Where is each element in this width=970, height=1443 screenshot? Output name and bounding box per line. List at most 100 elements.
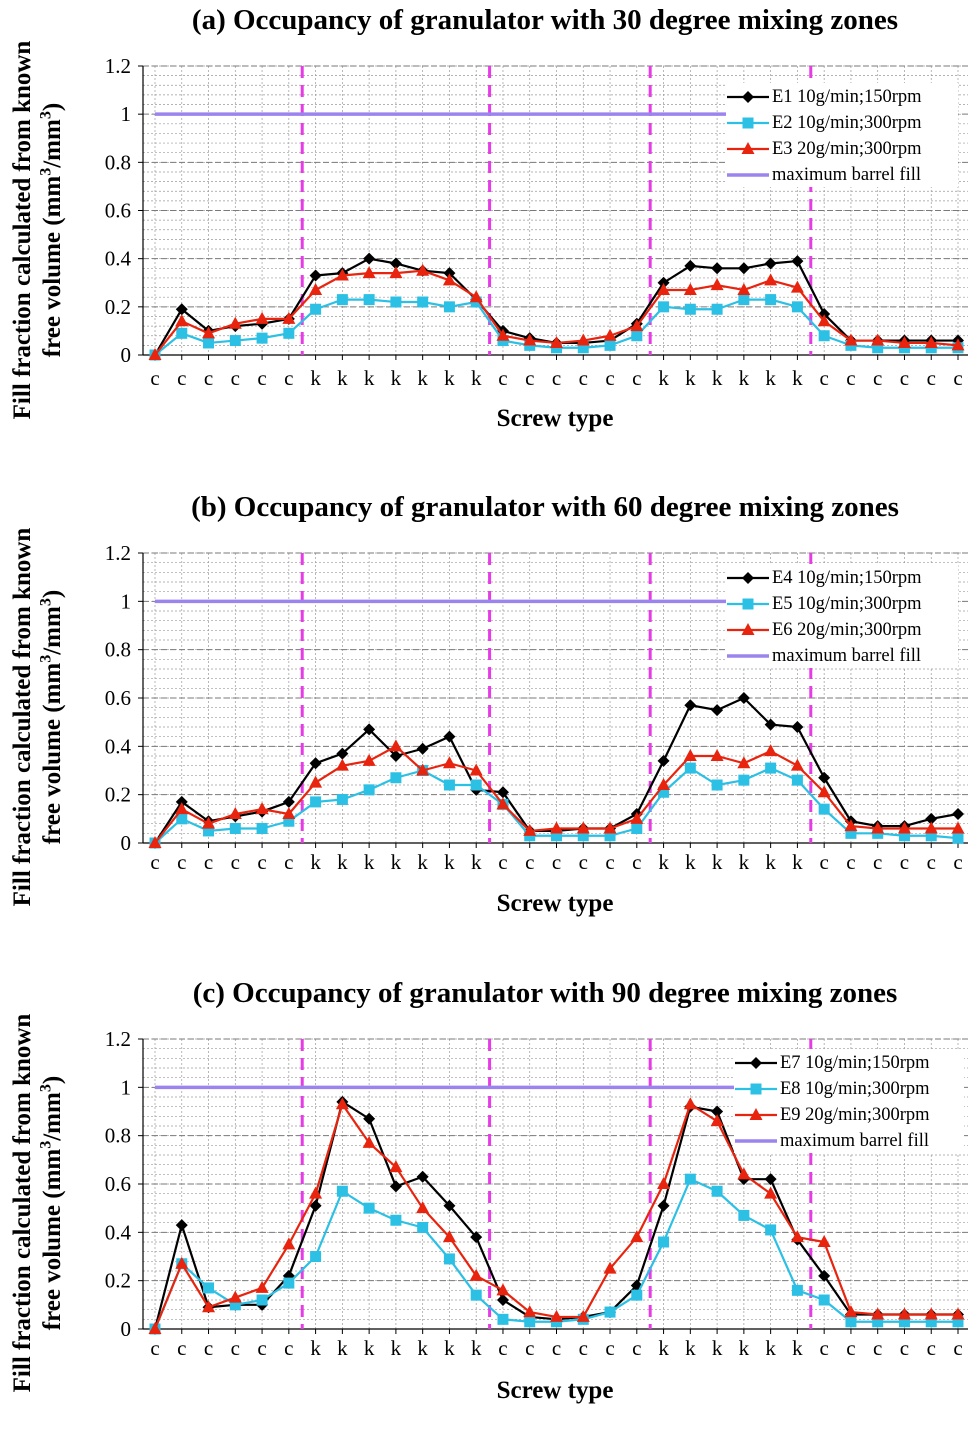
data-point — [496, 328, 510, 341]
data-point — [283, 327, 295, 339]
data-point — [657, 754, 670, 767]
data-point — [336, 294, 348, 306]
x-tick-label: k — [417, 1336, 428, 1360]
data-point — [711, 303, 723, 315]
x-tick-label: c — [498, 850, 507, 874]
legend-label: E5 10g/min;300rpm — [772, 593, 922, 614]
data-point — [790, 280, 804, 293]
x-tick-label: c — [284, 850, 293, 874]
data-point — [255, 1280, 269, 1293]
legend-swatch — [735, 1139, 777, 1143]
data-point — [631, 1289, 643, 1301]
x-tick-label: c — [632, 366, 641, 390]
data-point — [363, 723, 376, 736]
x-tick-label: c — [927, 1336, 936, 1360]
plot-area: 00.20.40.60.811.2c c c c c c k k k k k k k c c c c c c k k k k… — [105, 541, 968, 874]
chart-panel-a: 0 0.2 0.4 0.6 0.8 1 1.2 c c c c c c k k k k k k k c c c c c c k k k k… — [0, 0, 970, 470]
data-point — [818, 803, 830, 815]
data-point — [255, 311, 269, 324]
data-point — [228, 1290, 242, 1303]
data-point — [389, 1180, 402, 1193]
data-point — [389, 266, 403, 279]
legend-swatch — [727, 90, 769, 103]
data-point — [818, 1269, 831, 1282]
data-point — [790, 1230, 804, 1243]
data-point — [282, 311, 296, 324]
legend-swatch — [727, 598, 769, 610]
y-axis-label-box: Fill fraction calculated from known free… — [0, 527, 75, 907]
data-point — [148, 348, 162, 360]
x-tick-label: k — [685, 366, 696, 390]
legend-item: E6 20g/min;300rpm — [726, 616, 958, 642]
data-point — [470, 1289, 482, 1301]
data-point — [175, 795, 188, 808]
x-tick-label: c — [900, 366, 909, 390]
data-point — [416, 1170, 429, 1183]
data-point — [335, 1097, 349, 1110]
y-axis-label-box: Fill fraction calculated from known free… — [0, 1013, 75, 1393]
legend-label: E8 10g/min;300rpm — [780, 1078, 930, 1099]
y-axis-label: Fill fraction calculated from known free… — [8, 1003, 68, 1403]
x-tick-label: k — [337, 850, 348, 874]
x-tick-label: k — [444, 850, 455, 874]
y-tick-label: 1.2 — [105, 54, 131, 78]
data-point — [684, 762, 696, 774]
data-point — [148, 836, 162, 848]
data-point — [924, 335, 938, 348]
x-tick-label: k — [685, 1336, 696, 1360]
data-point — [443, 779, 455, 791]
legend-item: maximum barrel fill — [726, 642, 958, 668]
data-point — [817, 314, 831, 327]
legend-label: E4 10g/min;150rpm — [772, 567, 922, 588]
x-tick-label: c — [846, 1336, 855, 1360]
x-tick-label: c — [820, 1336, 829, 1360]
data-point — [550, 821, 563, 834]
x-tick-label: c — [552, 1336, 561, 1360]
x-tick-label: c — [605, 1336, 614, 1360]
data-point — [603, 328, 617, 341]
x-tick-label: c — [846, 850, 855, 874]
data-point — [389, 739, 403, 752]
y-tick-label: 0.4 — [105, 247, 132, 271]
data-point — [684, 699, 697, 712]
data-point — [524, 1316, 536, 1328]
data-point — [550, 335, 563, 348]
x-tick-label: c — [552, 366, 561, 390]
data-point — [764, 257, 777, 270]
x-axis-label: Screw type — [496, 1377, 614, 1404]
y-tick-label: 0.6 — [105, 1172, 131, 1196]
data-point — [442, 273, 456, 286]
data-point — [390, 772, 402, 784]
y-tick-label: 0.8 — [105, 638, 131, 662]
chart-title: (c) Occupancy of granulator with 90 degr… — [192, 977, 898, 1009]
data-point — [844, 1305, 858, 1318]
data-point — [175, 314, 189, 327]
x-tick-label: k — [792, 366, 803, 390]
data-point — [790, 758, 804, 771]
data-point — [683, 1097, 697, 1110]
legend-label: E1 10g/min;150rpm — [772, 86, 922, 107]
data-point — [228, 807, 242, 819]
y-axis-label: Fill fraction calculated from known free… — [8, 517, 68, 917]
x-tick-label: c — [605, 366, 614, 390]
x-tick-label: c — [231, 1336, 240, 1360]
data-point — [871, 333, 885, 346]
data-point — [791, 255, 804, 268]
data-point — [175, 1256, 189, 1269]
x-tick-label: k — [310, 366, 321, 390]
data-point — [738, 294, 750, 306]
data-point — [175, 1219, 188, 1232]
legend: E1 10g/min;150rpm E2 10g/min;300rpm E3 20g… — [726, 83, 958, 187]
data-point — [951, 821, 965, 834]
data-point — [256, 823, 268, 834]
data-point — [576, 333, 590, 346]
data-point — [336, 1185, 348, 1197]
x-tick-label: c — [900, 1336, 909, 1360]
data-point — [951, 1307, 965, 1320]
series-line — [153, 1178, 958, 1330]
y-tick-label: 0 — [121, 343, 132, 367]
legend-swatch — [735, 1056, 777, 1069]
x-tick-label: c — [525, 1336, 534, 1360]
data-point — [309, 282, 323, 295]
x-tick-label: k — [444, 366, 455, 390]
